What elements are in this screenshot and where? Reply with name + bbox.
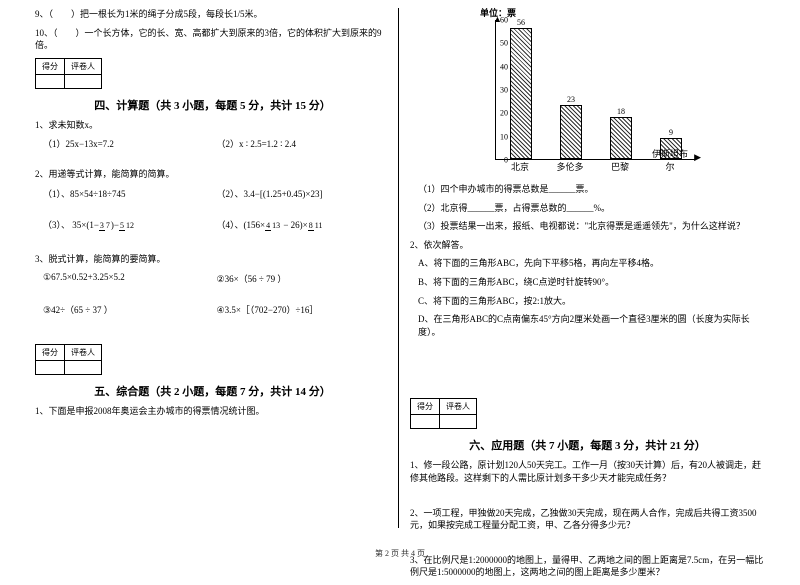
grader-cell: 评卷人 (65, 58, 102, 74)
column-divider (398, 8, 399, 528)
y-tick-label: 10 (500, 132, 508, 141)
bar-value: 9 (660, 128, 682, 137)
p2-a: （1）、85×54÷18÷745 (35, 187, 217, 200)
score-box-6: 得分 评卷人 (410, 398, 477, 429)
p2-d: （4）、(156×413 − 26)×811 (217, 218, 391, 231)
q2d: D、在三角形ABC的C点南偏东45°方向2厘米处画一个直径3厘米的圆（长度为实际… (410, 313, 765, 338)
grader-cell: 评卷人 (440, 399, 477, 415)
score-empty (36, 74, 65, 88)
x-tick-label: 巴黎 (600, 160, 640, 173)
arrow-right-icon: ▶ (694, 152, 701, 163)
y-tick-label: 60 (500, 16, 508, 25)
x-tick-label: 北京 (500, 160, 540, 173)
bar-value: 23 (560, 95, 582, 104)
q2-title: 2、依次解答。 (410, 239, 765, 252)
score-cell: 得分 (411, 399, 440, 415)
app-q1: 1、修一段公路，原计划120人50天完工。工作一月（按30天计算）后，有20人被… (410, 459, 765, 484)
bar-value: 18 (610, 107, 632, 116)
p3-a: ①67.5×0.52+3.25×5.2 (35, 272, 217, 285)
p1-b: （2）x ∶ 2.5=1.2 ∶ 2.4 (217, 137, 391, 150)
question-9: 9、（ ）把一根长为1米的绳子分成5段，每段长1/5米。 (35, 8, 390, 21)
y-tick-label: 20 (500, 109, 508, 118)
p1-a: （1）25x−13x=7.2 (35, 137, 217, 150)
q2a: A、将下面的三角形ABC，先向下平移5格，再向左平移4格。 (410, 257, 765, 270)
chart-axes: ▲ ▶ 5623189 (495, 20, 695, 160)
section-6-title: 六、应用题（共 7 小题，每题 3 分，共计 21 分） (410, 437, 765, 453)
score-cell: 得分 (36, 58, 65, 74)
score-box-5: 得分 评卷人 (35, 344, 102, 375)
left-column: 9、（ ）把一根长为1米的绳子分成5段，每段长1/5米。 10、（ ）一个长方体… (35, 8, 390, 585)
chart-q3: （3）投票结果一出来，报纸、电视都说："北京得票是遥遥领先"，为什么这样说？ (410, 220, 765, 233)
score-box: 得分 评卷人 (35, 58, 102, 89)
question-10: 10、（ ）一个长方体，它的长、宽、高都扩大到原来的3倍，它的体积扩大到原来的9… (35, 27, 390, 52)
app-q2: 2、一项工程，甲独做20天完成，乙独做30天完成，现在两人合作，完成后共得工资3… (410, 507, 765, 532)
p1-title: 1、求未知数x。 (35, 119, 390, 132)
page-footer: 第 2 页 共 4 页 (0, 548, 800, 559)
bar: 18 (610, 117, 632, 159)
chart-q1: （1）四个申办城市的得票总数是______票。 (410, 183, 765, 196)
score-cell: 得分 (36, 344, 65, 360)
p2-title: 2、用递等式计算，能简算的简算。 (35, 168, 390, 181)
p2-b: （2）、3.4−[(1.25+0.45)×23] (217, 187, 391, 200)
section-5-title: 五、综合题（共 2 小题，每题 7 分，共计 14 分） (35, 383, 390, 399)
right-column: 单位：票 ▲ ▶ 5623189 0102030405060 北京多伦多巴黎伊斯… (410, 8, 765, 585)
p3-title: 3、脱式计算，能简算的要简算。 (35, 253, 390, 266)
p2-c: （3）、 35×(1−37)−512 (35, 218, 217, 231)
bar: 23 (560, 105, 582, 159)
p5-1: 1、下面是申报2008年奥运会主办城市的得票情况统计图。 (35, 405, 390, 418)
y-tick-label: 40 (500, 62, 508, 71)
p3-d: ④3.5×［（702−270）÷16］ (217, 303, 391, 316)
chart-q2: （2）北京得______票，占得票总数的______%。 (410, 202, 765, 215)
p3-b: ②36×（56 ÷ 79 ） (217, 272, 391, 285)
bar-value: 56 (510, 18, 532, 27)
grader-cell: 评卷人 (65, 344, 102, 360)
y-tick-label: 30 (500, 86, 508, 95)
grader-empty (65, 74, 102, 88)
bar-chart: 单位：票 ▲ ▶ 5623189 0102030405060 北京多伦多巴黎伊斯… (470, 8, 710, 183)
section-4-title: 四、计算题（共 3 小题，每题 5 分，共计 15 分） (35, 97, 390, 113)
y-tick-label: 50 (500, 39, 508, 48)
p3-c: ③42÷（65 ÷ 37 ） (35, 303, 217, 316)
bar: 56 (510, 28, 532, 159)
x-tick-label: 多伦多 (550, 160, 590, 173)
q2b: B、将下面的三角形ABC，绕C点逆时针旋转90°。 (410, 276, 765, 289)
x-tick-label: 伊斯坦布尔 (650, 147, 690, 173)
q2c: C、将下面的三角形ABC，按2:1放大。 (410, 295, 765, 308)
